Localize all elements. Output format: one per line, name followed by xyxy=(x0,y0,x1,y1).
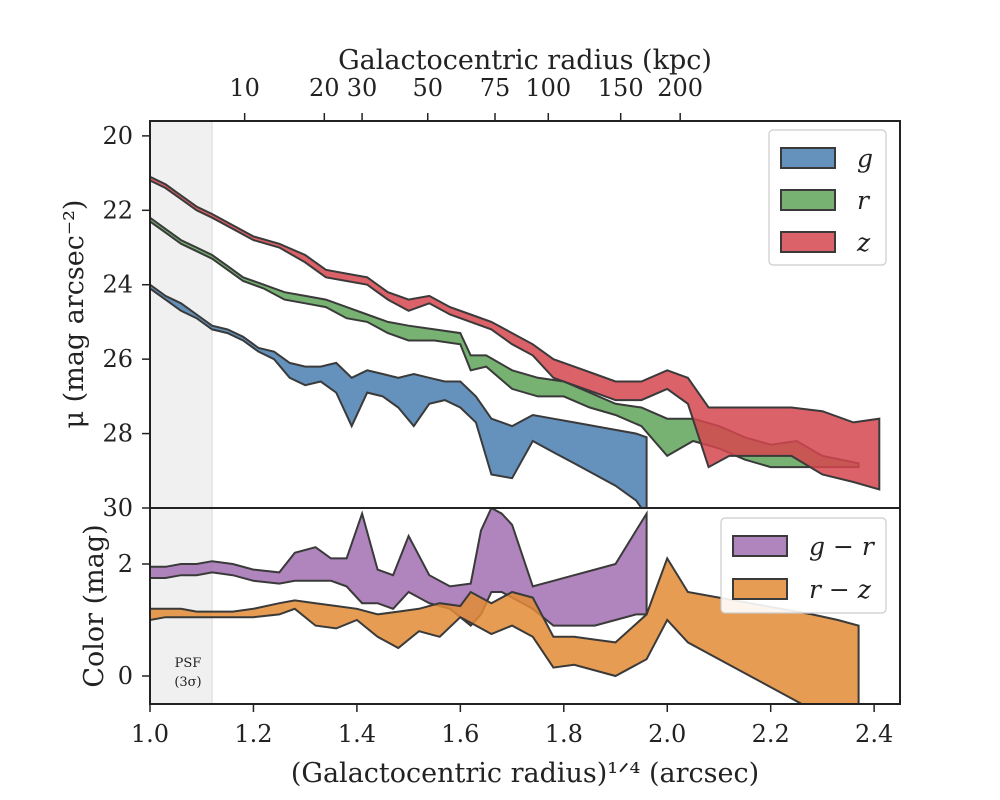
color-series-group xyxy=(150,508,860,704)
x-tick-label: 1.0 xyxy=(131,720,169,748)
lower-y-tick-label: 0 xyxy=(118,662,133,690)
axis-ticks: 1.0 1.2 1.4 1.6 1.8 2.0 2.2 2.410 20 30 50 75 100 150… xyxy=(102,74,893,748)
top-x-tick-label: 75 xyxy=(480,74,511,102)
upper-y-tick-label: 20 xyxy=(102,122,133,150)
legends: grz g − r r − z xyxy=(720,129,887,614)
upper-y-tick-label: 22 xyxy=(102,196,133,224)
surface-brightness-band-0 xyxy=(150,283,648,508)
x-tick-label: 1.2 xyxy=(234,720,272,748)
top-x-tick-label: 150 xyxy=(598,74,644,102)
surface-brightness-legend-label: z xyxy=(856,228,871,257)
x-tick-label: 1.8 xyxy=(545,720,583,748)
lower-y-axis-title: Color (mag) xyxy=(79,524,110,687)
upper-y-axis-title: μ (mag arcsec⁻²) xyxy=(59,200,90,429)
upper-y-tick-label: 26 xyxy=(102,345,133,373)
x-tick-label: 2.2 xyxy=(752,720,790,748)
psf-shaded-region-lower xyxy=(149,507,213,705)
top-axis-title: Galactocentric radius (kpc) xyxy=(338,45,712,76)
color-legend-label: r − z xyxy=(809,575,872,604)
x-tick-label: 2.4 xyxy=(855,720,893,748)
surface-brightness-legend-swatch xyxy=(780,231,836,253)
lower-panel-frame xyxy=(149,507,901,705)
top-x-tick-label: 20 xyxy=(309,74,340,102)
surface-brightness-band-2 xyxy=(150,175,881,491)
top-x-tick-label: 30 xyxy=(347,74,378,102)
top-x-tick-label: 200 xyxy=(657,74,703,102)
color-legend-swatch xyxy=(732,578,788,600)
surface-brightness-legend-label: r xyxy=(857,186,871,215)
surface-brightness-legend-swatch xyxy=(780,147,836,169)
x-tick-label: 2.0 xyxy=(648,720,686,748)
color-band-1 xyxy=(150,556,860,704)
surface-brightness-legend-label: g xyxy=(857,144,873,173)
surface-brightness-series-group xyxy=(150,175,881,508)
upper-y-tick-label: 24 xyxy=(102,271,133,299)
upper-y-tick-label: 30 xyxy=(102,494,133,522)
upper-y-tick-label: 28 xyxy=(102,420,133,448)
psf-label: PSF xyxy=(175,656,202,671)
color-legend-label: g − r xyxy=(809,532,876,561)
bottom-axis-title: (Galactocentric radius)¹ᐟ⁴ (arcsec) xyxy=(291,758,759,789)
lower-y-tick-label: 2 xyxy=(118,550,133,578)
color-band-0 xyxy=(150,508,648,627)
psf-sigma-label: (3σ) xyxy=(174,675,201,690)
top-x-tick-label: 10 xyxy=(229,74,260,102)
color-legend-swatch xyxy=(732,535,788,557)
top-x-tick-label: 50 xyxy=(412,74,443,102)
psf-shaded-region xyxy=(149,120,213,509)
top-x-tick-label: 100 xyxy=(525,74,571,102)
x-tick-label: 1.6 xyxy=(441,720,479,748)
x-tick-label: 1.4 xyxy=(338,720,376,748)
surface-brightness-legend-swatch xyxy=(780,189,836,211)
